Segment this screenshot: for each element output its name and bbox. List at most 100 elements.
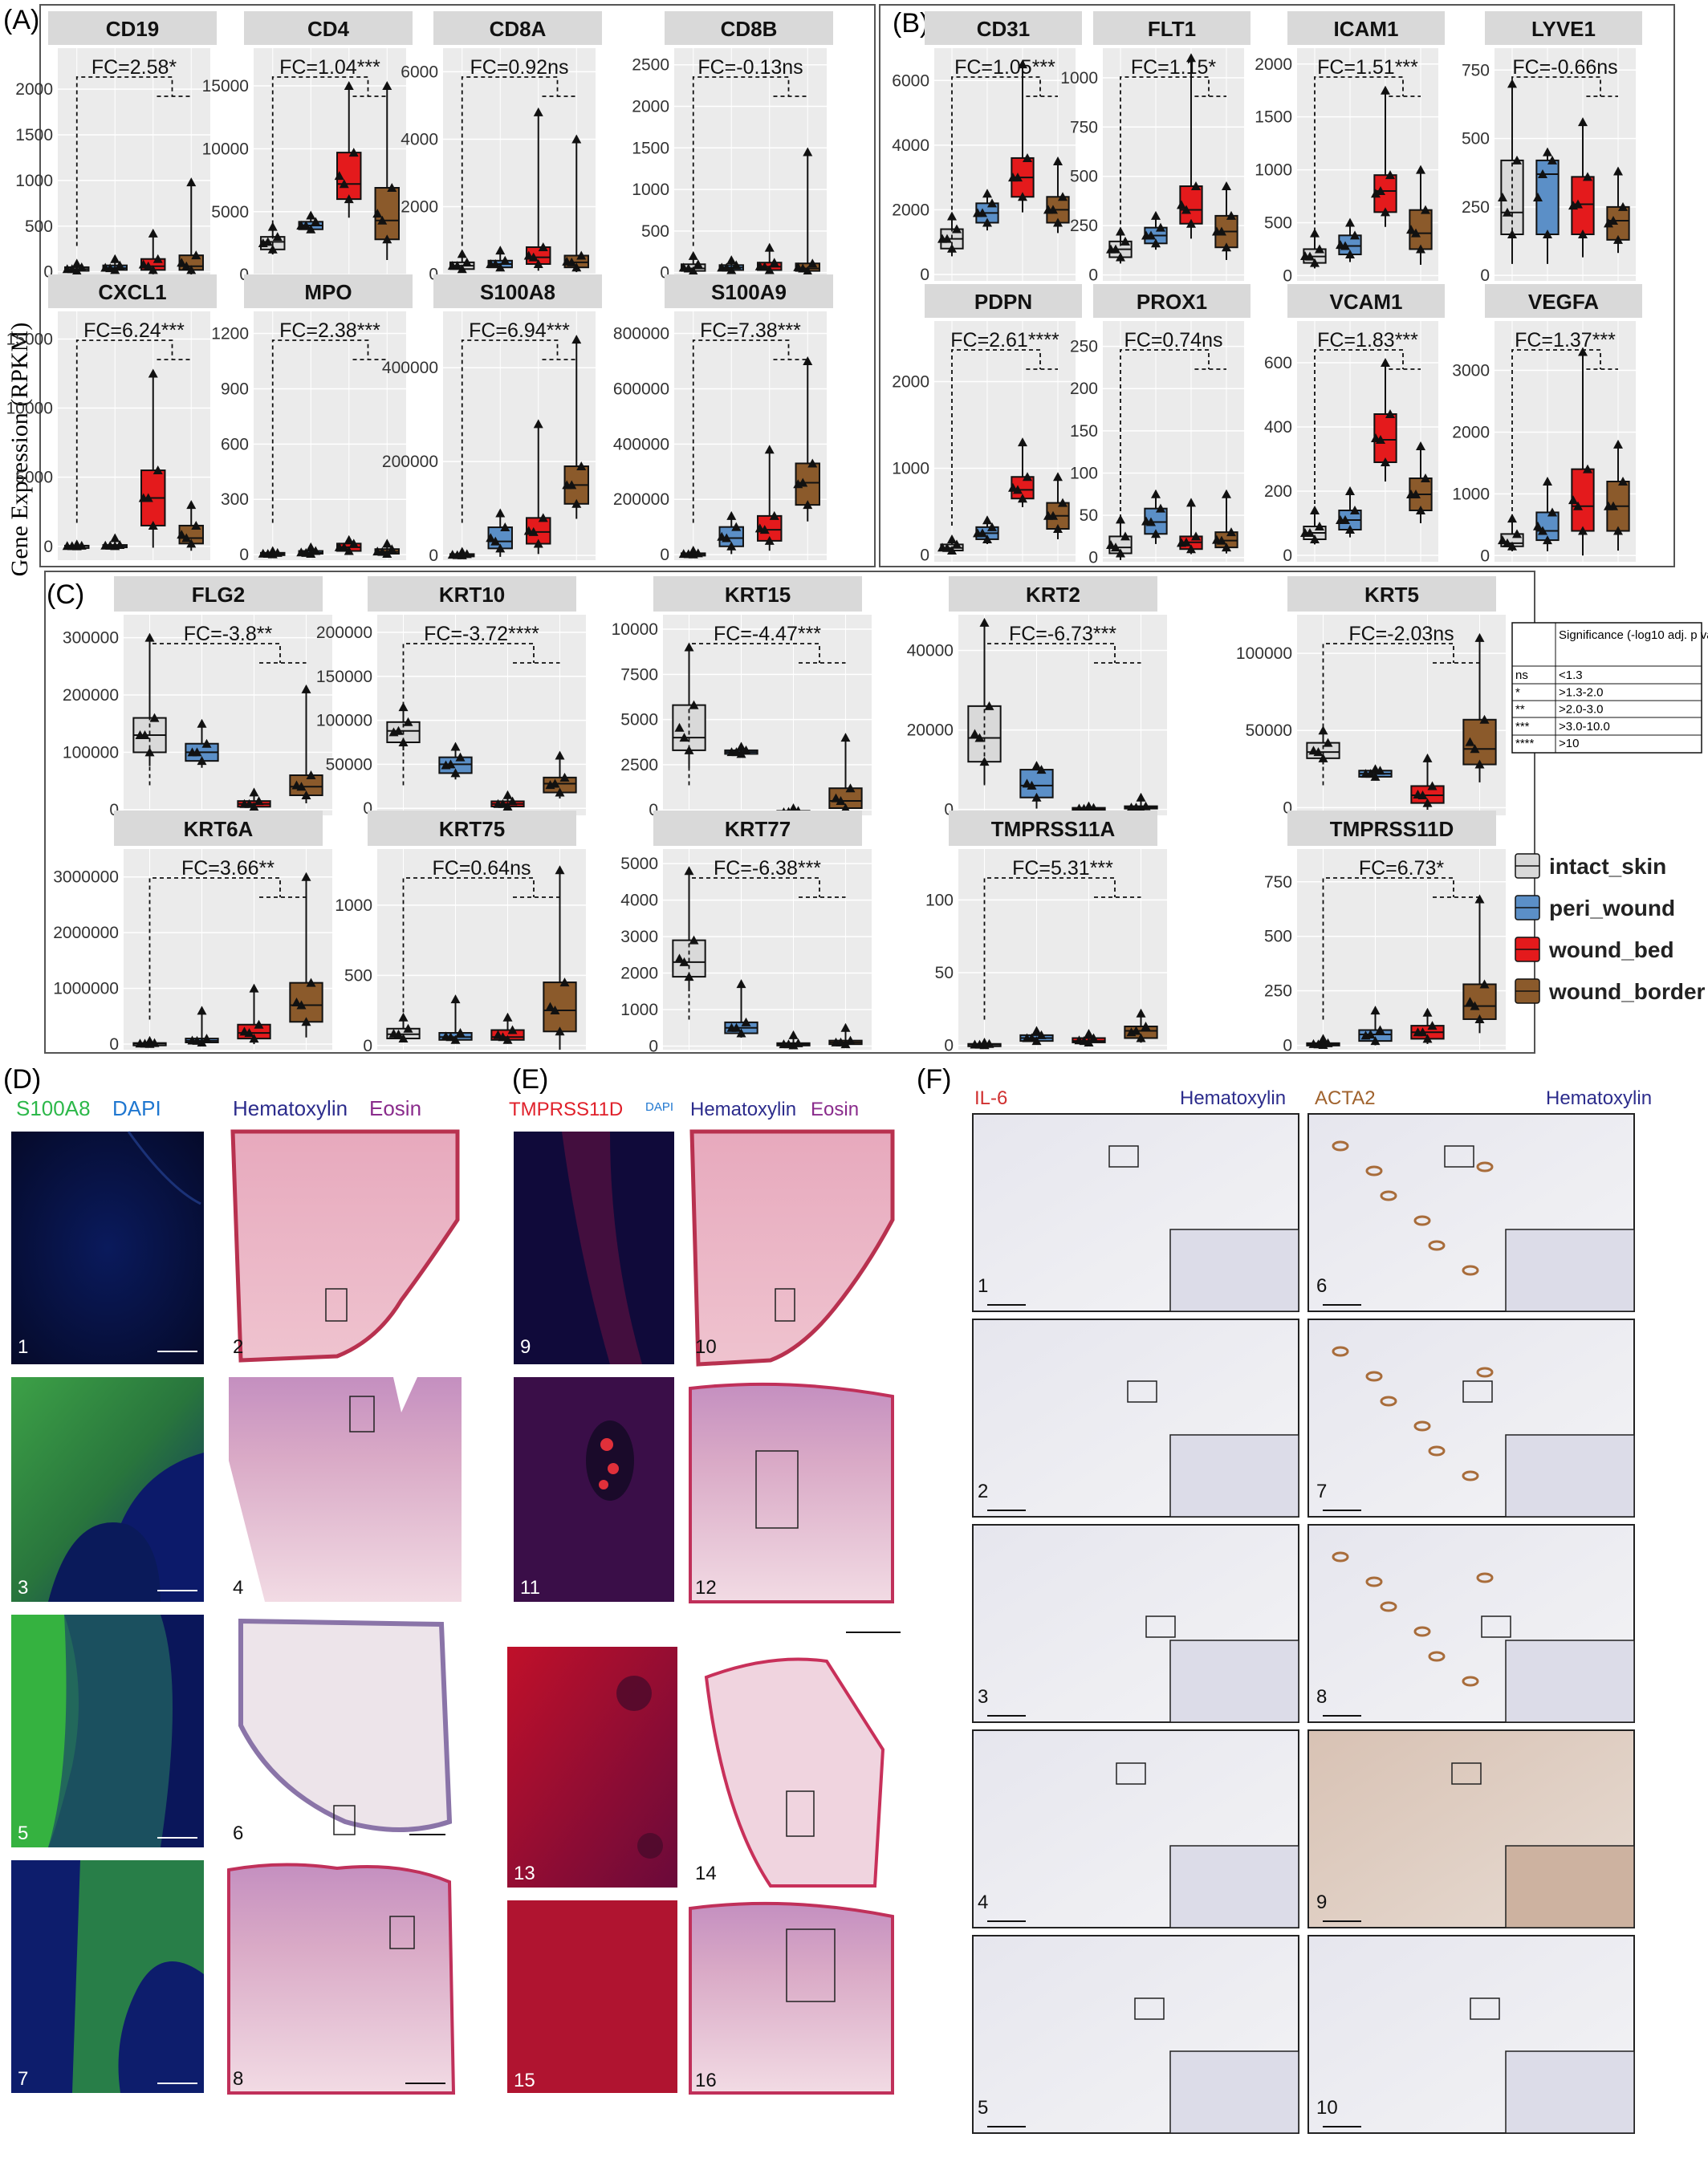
data-point [1479,979,1490,989]
data-point [974,1039,985,1049]
data-point [301,1017,311,1026]
vessel-stain [1332,1140,1349,1152]
data-point [576,250,587,260]
panel-E-micrographs: TMPRSS11D DAPI Hematoxylin Eosin [507,1099,901,2095]
data-point [502,802,513,811]
data-point [490,258,501,268]
data-point [736,742,746,751]
stain-label: Hematoxylin [690,1099,796,1120]
plot-background [674,311,827,560]
y-tick-label: 50000 [1246,721,1292,740]
data-point [1573,501,1583,510]
micrograph-number: 5 [978,2097,988,2119]
boxplot-krt75: KRT75 0 500 1000 FC=0.64ns [335,811,586,1055]
data-point [571,262,582,272]
facet-title: S100A8 [480,280,555,304]
data-point [726,510,737,520]
y-tick-label: 0 [944,801,954,819]
data-point [344,534,354,544]
inset-magnification [1169,1229,1299,1312]
y-tick-label: 0 [649,801,658,819]
y-tick-label: 100000 [1236,644,1292,663]
data-point [1370,1006,1381,1015]
data-point [759,525,770,534]
micrograph-if-1 [11,1132,204,1364]
data-point [1416,165,1425,174]
data-point [1474,1014,1485,1023]
data-point [947,545,957,555]
plot-background [674,48,827,281]
data-point [803,356,813,365]
facet-strip [1485,11,1642,45]
data-point [450,768,461,778]
data-point [197,756,207,766]
boxplot-lyve1: LYVE1 0 250 500 750 FC=-0.66ns [1462,11,1642,285]
data-point [550,1006,560,1015]
data-point [177,258,187,267]
y-tick-label: 15000 [6,330,53,348]
data-point [1608,215,1618,225]
data-point [110,533,120,543]
y-tick-label: 250 [1070,217,1098,235]
data-point [1345,217,1355,227]
data-point [348,148,359,157]
data-point [559,977,570,987]
data-point [1421,205,1430,214]
data-point [306,542,316,551]
micrograph-number: 16 [695,2070,717,2091]
micrograph-number: 7 [1316,1481,1327,1502]
data-point [1116,514,1125,524]
significance-bracket [983,877,1116,1020]
y-tick-label: 500 [1264,214,1292,233]
data-point [177,530,187,539]
data-point [731,747,742,757]
data-point [1578,230,1588,238]
fold-change-label: FC=1.15* [1131,56,1217,79]
data-point [1023,472,1032,482]
y-tick-label: 400000 [382,359,438,377]
data-point [249,983,259,993]
fold-change-label: FC=1.37*** [1515,329,1616,352]
y-tick-label: 1500 [632,139,669,157]
facet-title: KRT6A [184,817,254,841]
data-point [1156,503,1165,513]
facet-strip [1093,11,1250,45]
fold-change-label: FC=2.38*** [279,319,380,342]
data-point [1222,543,1231,552]
facet-strip [1287,11,1445,45]
data-point [952,539,962,549]
panel-A-border [39,4,876,567]
data-point [334,171,344,181]
vessel-stain [1365,1371,1383,1382]
y-tick-label: 6000 [892,71,929,90]
significance-bracket [1120,76,1210,246]
data-point [403,1023,413,1033]
data-point [693,259,703,269]
y-tick-label: 0 [660,546,669,564]
vessel-stain [1428,1240,1446,1251]
data-point [495,543,506,553]
y-tick-label: 200000 [63,686,119,705]
y-tick-label: 15000 [202,77,249,95]
y-tick-label: 5000 [211,203,249,221]
data-point [140,730,150,739]
data-point [533,538,543,548]
data-point [845,783,856,793]
y-tick-label: 2000 [620,965,658,983]
data-point [1116,548,1125,558]
y-tick-label: 3000 [1452,362,1490,380]
y-tick-label: 200000 [613,490,669,509]
data-point [1385,170,1395,180]
significance-bracket [402,643,535,786]
data-point [1136,1008,1146,1018]
data-point [301,221,311,230]
boxplot-krt15: KRT15 0 2500 5000 7500 10000 FC=-4.47*** [612,576,872,819]
data-point [192,747,202,757]
data-point [1618,477,1628,486]
micrograph-number: 8 [233,2068,243,2090]
y-tick-label: 0 [920,546,929,564]
data-point [1422,798,1433,807]
data-point [974,733,985,742]
data-point [788,803,799,812]
micrograph-number: 10 [695,1336,717,1358]
